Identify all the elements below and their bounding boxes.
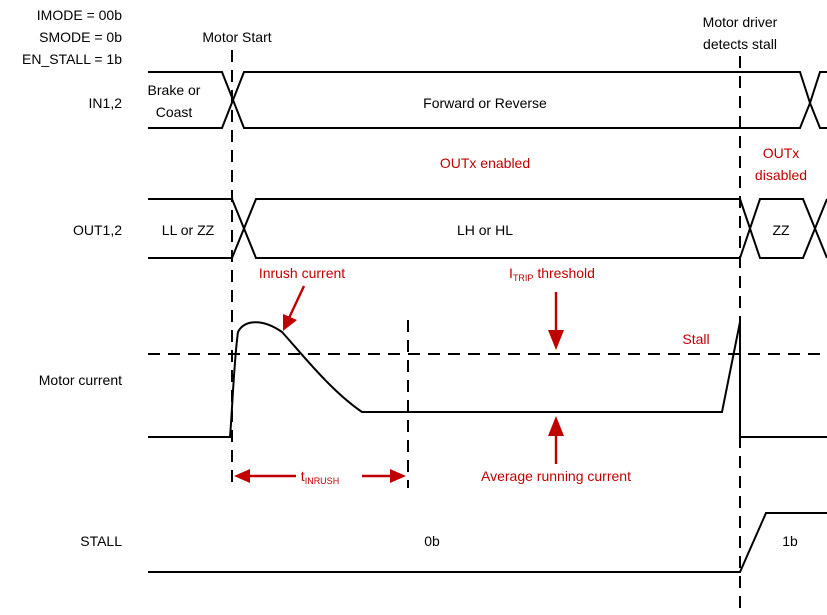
- out12-signal-label: OUT1,2: [73, 222, 122, 238]
- in12-waveform: [148, 71, 827, 129]
- in12-state-running: Forward or Reverse: [423, 95, 547, 111]
- imode-config-label: IMODE = 00b: [37, 7, 122, 23]
- out12-waveform: [148, 198, 827, 259]
- stall-signal-label: STALL: [80, 533, 122, 549]
- stall-waveform: [148, 512, 827, 573]
- motor-current-waveform: [148, 321, 827, 438]
- out12-state-after: ZZ: [772, 222, 790, 238]
- itrip-prefix: I: [509, 265, 513, 281]
- outx-enabled-label: OUTx enabled: [440, 155, 530, 171]
- out12-state-before: LL or ZZ: [162, 222, 215, 238]
- itrip-threshold-label: ITRIP threshold: [509, 265, 595, 283]
- itrip-threshold-arrow: [548, 292, 564, 350]
- t-inrush-label: tINRUSH: [301, 468, 339, 486]
- en-stall-config-label: EN_STALL = 1b: [22, 51, 122, 67]
- smode-config-label: SMODE = 0b: [39, 29, 122, 45]
- outx-disabled-label-line1: OUTx: [763, 145, 800, 161]
- stall-threshold-label: Stall: [682, 331, 709, 347]
- in12-state-before-line2: Coast: [156, 104, 193, 120]
- in12-state-before-line1: Brake or: [148, 82, 201, 98]
- stall-value-after: 1b: [782, 533, 798, 549]
- itrip-subscript: TRIP: [513, 273, 534, 283]
- t-inrush-dimension-arrow: [234, 469, 406, 483]
- inrush-current-arrow: [283, 285, 306, 331]
- stall-value-before: 0b: [424, 533, 440, 549]
- in12-signal-label: IN1,2: [89, 95, 123, 111]
- t-inrush-prefix: t: [301, 468, 305, 484]
- average-running-current-label: Average running current: [481, 468, 631, 484]
- out12-state-running: LH or HL: [457, 222, 513, 238]
- stall-detect-label-line2: detects stall: [703, 36, 777, 52]
- motor-start-label: Motor Start: [202, 29, 271, 45]
- t-inrush-subscript: INRUSH: [305, 476, 340, 486]
- inrush-current-label: Inrush current: [259, 265, 345, 281]
- outx-disabled-label-line2: disabled: [755, 167, 807, 183]
- stall-detect-label-line1: Motor driver: [703, 14, 778, 30]
- motor-current-signal-label: Motor current: [39, 372, 122, 388]
- itrip-suffix: threshold: [533, 265, 594, 281]
- average-running-current-arrow: [548, 416, 564, 464]
